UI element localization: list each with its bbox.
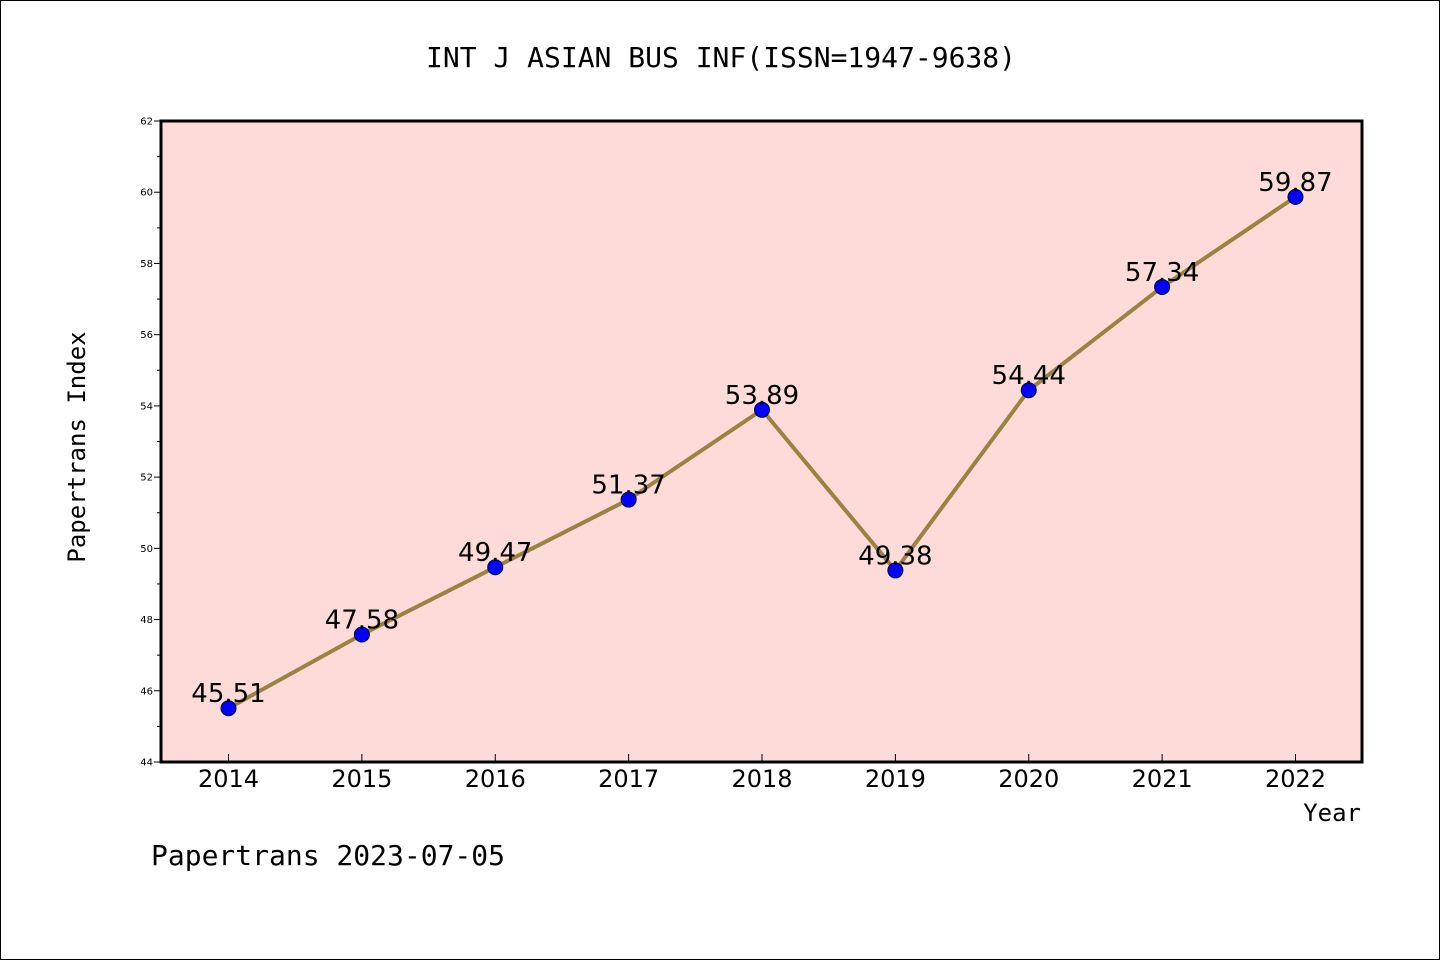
- data-label: 49.47: [458, 538, 532, 568]
- footer-date: Papertrans 2023-07-05: [151, 839, 505, 872]
- x-tick-label: 2022: [1265, 765, 1326, 793]
- x-tick-label: 2014: [198, 765, 259, 793]
- data-label: 54.44: [992, 361, 1066, 391]
- data-point: [1154, 278, 1171, 295]
- data-point: [887, 562, 904, 579]
- data-label: 51.37: [591, 471, 665, 501]
- data-label: 45.51: [191, 679, 265, 709]
- y-tick-label: 56: [140, 330, 153, 341]
- data-point: [1020, 382, 1037, 399]
- data-point: [487, 559, 504, 576]
- data-label: 49.38: [858, 541, 932, 571]
- y-tick-label: 52: [140, 473, 153, 484]
- y-tick-label: 62: [140, 117, 153, 128]
- x-axis-label: Year: [1303, 799, 1361, 827]
- y-tick-label: 48: [140, 615, 153, 626]
- x-tick-label: 2020: [998, 765, 1059, 793]
- data-markers: [220, 188, 1304, 717]
- data-point: [353, 626, 370, 643]
- data-label: 59.87: [1258, 168, 1332, 198]
- y-tick-label: 58: [140, 259, 153, 270]
- y-tick-label: 54: [140, 401, 153, 412]
- x-tick-label: 2016: [465, 765, 526, 793]
- plot-area: [159, 119, 1364, 764]
- x-tick-label: 2021: [1132, 765, 1193, 793]
- x-tick-label: 2019: [865, 765, 926, 793]
- x-tick-label: 2018: [731, 765, 792, 793]
- data-label: 53.89: [725, 381, 799, 411]
- chart-title: INT J ASIAN BUS INF(ISSN=1947-9638): [426, 41, 1016, 74]
- x-tick-label: 2015: [331, 765, 392, 793]
- data-point: [620, 491, 637, 508]
- x-tick-label: 2017: [598, 765, 659, 793]
- y-axis: 44 46 48 50 52 54 56 58 60 62: [140, 117, 161, 769]
- data-label: 57.34: [1125, 258, 1199, 288]
- data-label: 47.58: [325, 606, 399, 636]
- y-tick-label: 60: [140, 188, 153, 199]
- y-axis-label: Papertrans Index: [63, 331, 91, 562]
- data-labels: 45.51 47.58 49.47 51.37 53.89 49.38 54.44 57.34…: [191, 168, 1332, 709]
- y-tick-label: 44: [140, 758, 153, 769]
- y-tick-label: 46: [140, 686, 153, 697]
- data-point: [1287, 188, 1304, 205]
- data-point: [220, 700, 237, 717]
- data-point: [754, 401, 770, 418]
- x-axis: 2014 2015 2016 2017 2018 2019 2020 2021 2022: [198, 754, 1326, 793]
- y-tick-label: 50: [140, 544, 153, 555]
